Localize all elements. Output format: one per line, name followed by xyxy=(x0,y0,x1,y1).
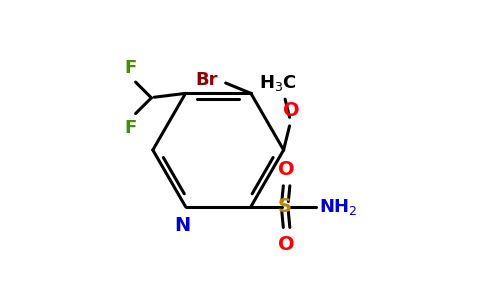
Text: O: O xyxy=(278,235,295,254)
Text: Br: Br xyxy=(196,71,218,89)
Text: N: N xyxy=(174,215,191,235)
Text: O: O xyxy=(283,101,300,120)
Text: S: S xyxy=(278,197,292,216)
Text: H$_3$C: H$_3$C xyxy=(259,73,297,93)
Text: O: O xyxy=(278,160,295,179)
Text: F: F xyxy=(124,59,136,77)
Text: NH$_2$: NH$_2$ xyxy=(319,196,358,217)
Text: F: F xyxy=(124,118,136,136)
